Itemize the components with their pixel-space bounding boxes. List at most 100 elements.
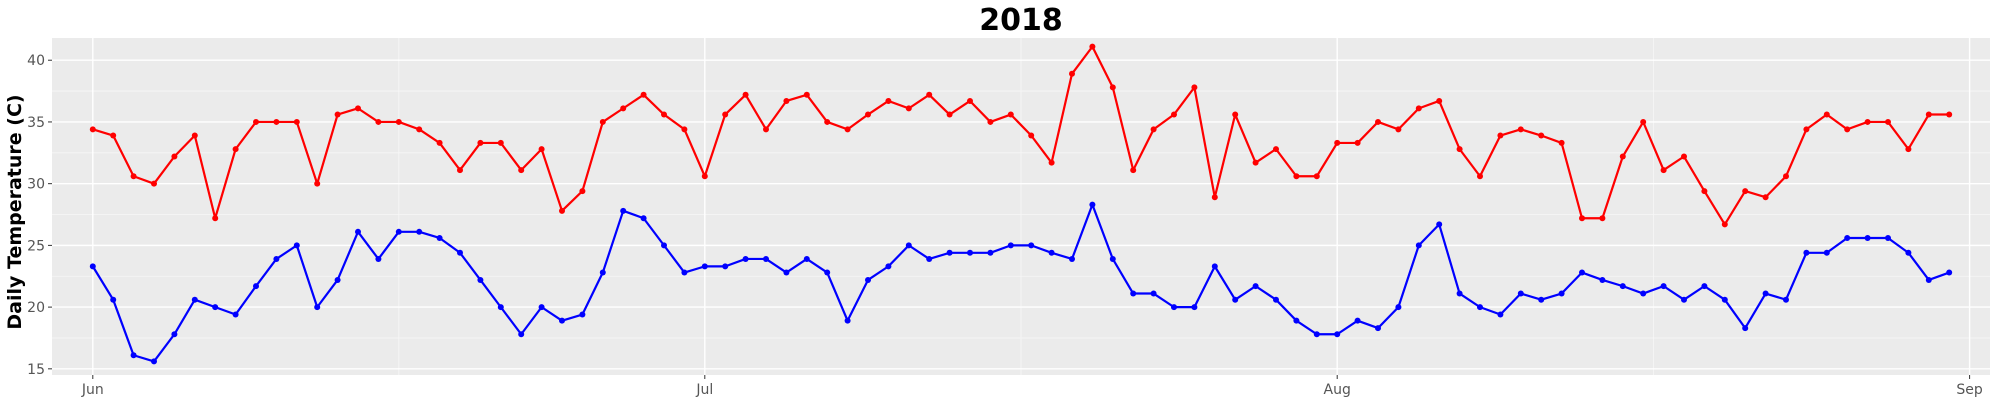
data-point-series-2 <box>1844 234 1851 241</box>
data-point-series-1 <box>1823 111 1830 118</box>
data-point-series-1 <box>742 91 749 98</box>
data-point-series-2 <box>89 263 96 270</box>
data-point-series-1 <box>1007 111 1014 118</box>
data-point-series-2 <box>763 255 769 262</box>
data-point-series-2 <box>905 242 912 249</box>
data-point-series-1 <box>1885 118 1891 125</box>
data-point-series-1 <box>1660 167 1667 174</box>
data-point-series-1 <box>293 118 300 125</box>
data-point-series-2 <box>1640 290 1647 297</box>
data-point-series-1 <box>477 139 484 146</box>
data-point-series-2 <box>1007 242 1014 249</box>
data-point-series-1 <box>844 126 851 133</box>
data-point-series-2 <box>1497 311 1504 318</box>
data-point-series-2 <box>640 215 647 222</box>
data-point-series-1 <box>1742 188 1749 195</box>
data-point-series-2 <box>1436 221 1443 228</box>
data-point-series-2 <box>1171 304 1177 311</box>
data-point-series-1 <box>661 111 667 118</box>
data-point-series-2 <box>314 304 321 311</box>
data-point-series-1 <box>1579 215 1585 222</box>
data-point-series-2 <box>1905 249 1912 256</box>
y-tick-label: 15 <box>27 362 45 378</box>
data-point-series-2 <box>334 276 341 283</box>
data-point-series-2 <box>742 255 749 262</box>
data-point-series-1 <box>1293 173 1300 180</box>
data-point-series-1 <box>579 188 586 195</box>
data-point-series-1 <box>559 207 565 214</box>
data-point-series-2 <box>1517 290 1524 297</box>
data-point-series-2 <box>232 311 239 318</box>
data-point-series-1 <box>1538 132 1545 139</box>
data-point-series-2 <box>885 263 892 270</box>
data-point-series-1 <box>212 215 219 222</box>
data-point-series-2 <box>1762 290 1769 297</box>
data-point-series-2 <box>273 255 280 262</box>
data-point-series-1 <box>885 97 892 104</box>
data-point-series-1 <box>1681 153 1687 160</box>
data-point-series-2 <box>1211 263 1218 270</box>
data-point-series-1 <box>1497 132 1504 139</box>
data-point-series-1 <box>1477 173 1483 180</box>
data-point-series-2 <box>1293 317 1300 324</box>
data-point-series-2 <box>681 269 688 276</box>
chart-title: 2018 <box>979 3 1063 38</box>
data-point-series-2 <box>477 276 484 283</box>
data-point-series-2 <box>1252 283 1259 290</box>
data-point-series-2 <box>844 317 851 324</box>
data-point-series-2 <box>824 269 831 276</box>
data-point-series-1 <box>1048 159 1055 166</box>
data-point-series-2 <box>701 263 708 270</box>
data-point-series-2 <box>1130 290 1137 297</box>
data-point-series-2 <box>926 255 933 262</box>
data-point-series-2 <box>1783 296 1789 303</box>
data-point-series-2 <box>946 249 953 256</box>
data-point-series-1 <box>946 111 953 118</box>
data-point-series-2 <box>1701 283 1708 290</box>
data-point-series-1 <box>783 97 790 104</box>
data-point-series-1 <box>803 91 810 98</box>
data-point-series-2 <box>1273 296 1279 303</box>
data-point-series-2 <box>661 242 667 249</box>
data-point-series-2 <box>1864 234 1871 241</box>
data-point-series-1 <box>1375 118 1381 125</box>
data-point-series-2 <box>1048 249 1055 256</box>
data-point-series-2 <box>518 331 525 338</box>
data-point-series-1 <box>89 126 96 133</box>
data-point-series-1 <box>1925 111 1932 118</box>
y-tick-label: 35 <box>27 115 45 131</box>
data-point-series-2 <box>1660 283 1667 290</box>
data-point-series-1 <box>334 111 341 118</box>
data-point-series-1 <box>1803 126 1810 133</box>
y-tick-label: 30 <box>27 177 45 193</box>
data-point-series-1 <box>273 118 280 125</box>
data-point-series-1 <box>1089 43 1096 50</box>
data-point-series-1 <box>681 126 688 133</box>
data-point-series-2 <box>1619 283 1626 290</box>
data-point-series-1 <box>253 118 259 125</box>
data-point-series-1 <box>1517 126 1524 133</box>
data-point-series-2 <box>395 228 402 235</box>
data-point-series-1 <box>1354 139 1361 146</box>
data-point-series-1 <box>436 139 443 146</box>
data-point-series-2 <box>1089 201 1096 208</box>
data-point-series-1 <box>1273 146 1279 153</box>
data-point-series-2 <box>1028 242 1035 249</box>
data-point-series-1 <box>1864 118 1871 125</box>
data-point-series-1 <box>987 118 994 125</box>
data-point-series-1 <box>1334 139 1341 146</box>
data-point-series-1 <box>1436 97 1443 104</box>
data-point-series-1 <box>1130 167 1137 174</box>
data-point-series-1 <box>1905 146 1912 153</box>
data-point-series-1 <box>314 180 321 187</box>
data-point-series-2 <box>110 296 117 303</box>
data-point-series-2 <box>1232 296 1239 303</box>
data-point-series-1 <box>1109 84 1116 91</box>
data-point-series-2 <box>559 317 565 324</box>
data-point-series-2 <box>1885 234 1891 241</box>
data-point-series-2 <box>1742 325 1749 332</box>
data-point-series-1 <box>1701 188 1708 195</box>
data-point-series-1 <box>1844 126 1851 133</box>
data-point-series-2 <box>436 234 443 241</box>
